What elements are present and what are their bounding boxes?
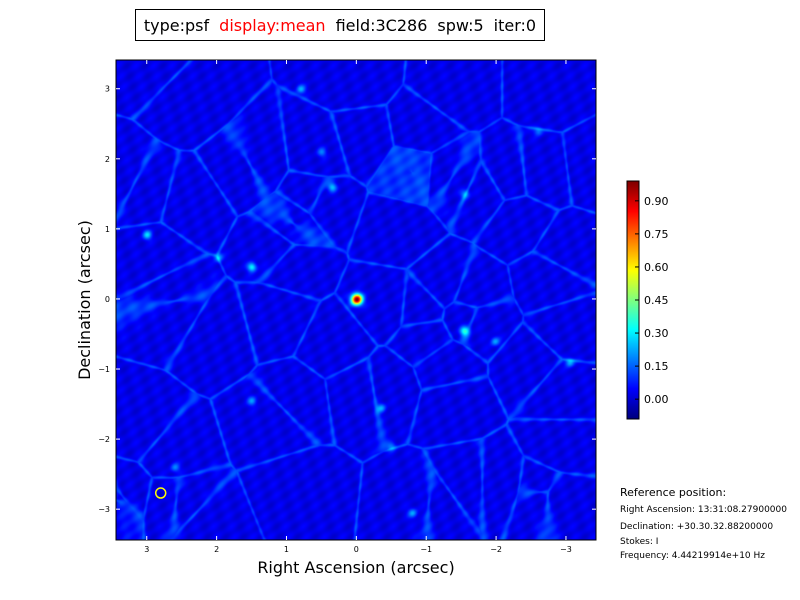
- reference-dec: Declination: +30.30.32.88200000: [620, 522, 774, 532]
- colorbar: [627, 181, 639, 419]
- colorbar-tick-label: 0.15: [644, 360, 669, 373]
- colorbar-tick-label: 0.75: [644, 228, 669, 241]
- x-tick-label: 1: [284, 545, 289, 554]
- x-tick-label: 0: [354, 545, 359, 554]
- title-part: spw:5: [437, 15, 484, 35]
- x-tick-label: −2: [490, 545, 502, 554]
- y-tick-label: −1: [98, 365, 110, 374]
- reference-heading: Reference position:: [620, 486, 727, 499]
- reference-stokes: Stokes: I: [620, 537, 659, 547]
- x-tick-label: 2: [214, 545, 219, 554]
- colorbar-tick-label: 0.30: [644, 327, 669, 340]
- x-axis-label: Right Ascension (arcsec): [257, 558, 454, 577]
- y-tick-label: 1: [105, 225, 110, 234]
- title-part: type:psf: [143, 15, 210, 35]
- y-tick-label: 0: [105, 295, 110, 304]
- colorbar-tick-label: 0.45: [644, 294, 669, 307]
- colorbar-tick-label: 0.90: [644, 195, 669, 208]
- x-tick-label: 3: [144, 545, 149, 554]
- y-tick-label: −2: [98, 435, 110, 444]
- title-part: iter:0: [493, 15, 537, 35]
- x-tick-label: −1: [420, 545, 432, 554]
- title-part: display:mean: [219, 15, 326, 35]
- y-tick-label: 2: [105, 155, 110, 164]
- y-tick-label: −3: [98, 505, 110, 514]
- colorbar-tick-label: 0.60: [644, 261, 669, 274]
- plot-title: type:psf display:mean field:3C286 spw:5 iter…: [135, 9, 545, 41]
- reference-ra: Right Ascension: 13:31:08.27900000: [620, 505, 787, 515]
- beam-ellipse: [154, 487, 167, 499]
- title-part: field:3C286: [335, 15, 428, 35]
- psf-image: [116, 60, 596, 540]
- x-tick-label: −3: [560, 545, 572, 554]
- y-axis-label: Declination (arcsec): [75, 220, 94, 380]
- colorbar-tick-label: 0.00: [644, 393, 669, 406]
- plot-frame: [115, 59, 597, 541]
- reference-frequency: Frequency: 4.44219914e+10 Hz: [620, 551, 766, 561]
- y-tick-label: 3: [105, 85, 110, 94]
